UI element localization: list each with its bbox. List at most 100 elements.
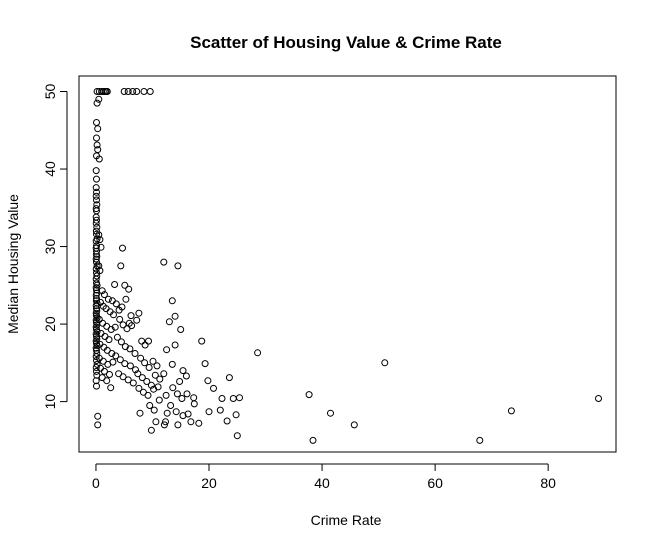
data-point [100, 291, 108, 299]
data-point [162, 418, 169, 426]
data-point [160, 370, 168, 378]
data-point [124, 376, 132, 384]
data-point [163, 409, 171, 417]
data-point [117, 338, 125, 346]
data-point [124, 88, 132, 95]
data-point [92, 330, 100, 338]
data-point [174, 262, 182, 270]
data-point [93, 216, 100, 224]
data-point [134, 370, 142, 378]
data-point [92, 291, 100, 299]
chart-title: Scatter of Housing Value & Crime Rate [190, 33, 502, 52]
x-tick-label: 80 [540, 475, 556, 491]
data-point [129, 379, 137, 387]
data-point [218, 395, 226, 402]
data-point [182, 372, 190, 380]
data-point [92, 364, 100, 371]
data-point [93, 305, 100, 313]
data-point [187, 418, 195, 426]
data-point [595, 395, 602, 402]
data-point [94, 412, 102, 420]
data-point [93, 175, 100, 183]
data-point [113, 333, 121, 341]
data-point [119, 244, 126, 252]
data-point [125, 319, 133, 327]
data-point [92, 255, 100, 263]
data-point [205, 408, 213, 416]
data-point [93, 258, 100, 266]
data-point [128, 322, 136, 330]
data-point [129, 88, 137, 95]
data-point [118, 303, 126, 311]
data-point [177, 326, 185, 333]
data-point [150, 406, 158, 414]
data-point [120, 88, 128, 95]
data-point [225, 374, 233, 382]
data-point [94, 125, 102, 133]
data-point [92, 237, 100, 245]
data-point [110, 311, 117, 319]
data-point [145, 364, 153, 371]
data-point [210, 384, 217, 392]
data-point [172, 408, 180, 416]
data-point [93, 247, 100, 255]
data-point [109, 358, 117, 366]
data-point [145, 337, 152, 345]
data-point [92, 192, 100, 200]
data-point [162, 391, 170, 399]
data-point [131, 350, 139, 357]
data-point [151, 371, 159, 379]
data-point [93, 99, 101, 107]
data-point [92, 205, 100, 213]
data-point [138, 374, 146, 382]
data-point [93, 272, 101, 280]
x-tick-label: 40 [314, 475, 330, 491]
data-point [198, 337, 206, 345]
data-point [190, 394, 198, 402]
data-point [173, 390, 181, 398]
x-tick-label: 0 [92, 475, 100, 491]
data-point [92, 309, 100, 317]
data-point [163, 346, 171, 354]
data-point [119, 373, 127, 381]
data-point [232, 411, 240, 419]
data-point [93, 188, 100, 196]
data-point [135, 309, 143, 317]
data-point [147, 426, 155, 434]
data-point [155, 396, 163, 404]
data-point [143, 378, 151, 385]
data-point [95, 315, 103, 323]
data-point [201, 360, 209, 368]
data-point [168, 297, 176, 305]
data-point [103, 88, 111, 95]
x-axis: 0 20 40 60 80 [92, 463, 556, 491]
data-point [167, 402, 175, 409]
data-point [305, 391, 313, 399]
data-point [116, 315, 124, 323]
data-point [133, 316, 141, 324]
data-point [93, 134, 100, 142]
data-point [98, 287, 106, 295]
data-point [111, 323, 119, 331]
data-point [99, 319, 107, 327]
data-point [93, 242, 100, 250]
x-tick-label: 20 [201, 475, 217, 491]
data-point [152, 418, 160, 426]
data-point [121, 360, 129, 368]
data-point [133, 88, 141, 95]
y-tick-label: 10 [42, 394, 58, 410]
data-point [105, 336, 113, 344]
data-point [144, 391, 152, 399]
data-point [93, 141, 101, 149]
data-point [95, 262, 103, 270]
data-point [223, 417, 231, 425]
data-point [236, 394, 243, 402]
data-point [97, 364, 104, 372]
data-point [350, 421, 358, 429]
data-point [92, 316, 100, 324]
data-point [93, 382, 100, 390]
data-point [92, 377, 100, 385]
data-point [160, 421, 168, 429]
data-point [107, 326, 115, 333]
